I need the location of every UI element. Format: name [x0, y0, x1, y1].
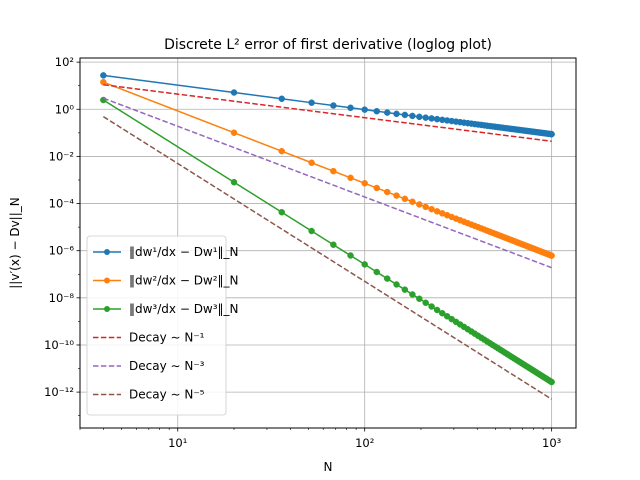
data-point [100, 78, 107, 86]
data-point [373, 184, 380, 192]
data-point [278, 147, 285, 155]
data-point [330, 241, 337, 248]
decay-line-4 [103, 97, 552, 269]
legend-box [86, 235, 227, 416]
chart-title: Discrete L² error of first derivative (l… [164, 37, 492, 53]
data-point [373, 268, 380, 276]
data-point [416, 201, 423, 208]
legend-label: Decay ∼ N⁻⁵ [129, 388, 205, 402]
x-tick-label: 10³ [542, 436, 562, 450]
legend-swatch-marker [104, 277, 110, 284]
data-point [433, 306, 441, 314]
data-point [347, 104, 354, 112]
axis-ticks: 10¹ 10² 10³ 10² 10⁰ 10⁻² 10⁻⁴ 10⁻⁶ 10⁻⁸ 10⁻¹⁰ 10⁻¹… [44, 55, 562, 450]
data-point [308, 227, 315, 235]
data-point [100, 72, 107, 79]
data-point [428, 303, 435, 310]
legend-swatch-marker [104, 249, 110, 255]
data-point [548, 378, 555, 386]
decay-line-3 [103, 83, 552, 143]
y-tick-label: 10⁻² [49, 149, 74, 163]
data-point [361, 261, 368, 268]
y-tick-label: 10² [55, 55, 74, 69]
legend-label: Decay ∼ N⁻¹ [129, 331, 205, 345]
data-point [548, 252, 555, 259]
data-point [100, 96, 107, 104]
data-point [383, 275, 391, 282]
data-point [373, 107, 380, 115]
data-point [401, 111, 409, 119]
data-point [416, 113, 423, 121]
legend-label: ‖dw¹/dx − Dw¹‖_N [129, 245, 239, 259]
data-point [383, 109, 391, 116]
legend-label: ‖dw³/dx − Dw³‖_N [129, 302, 239, 316]
data-point [330, 167, 337, 175]
data-point [347, 252, 354, 259]
data-point [330, 102, 337, 109]
data-point [548, 130, 555, 138]
y-tick-label: 10⁻¹⁰ [44, 338, 74, 352]
data-point [422, 299, 429, 307]
data-point [308, 99, 315, 106]
data-point [428, 205, 435, 213]
data-point [409, 198, 416, 206]
data-point [401, 286, 409, 293]
legend-label: ‖dw²/dx − Dw²‖_N [129, 274, 239, 288]
y-axis-label: ||v′(x) − Dv||_N [8, 197, 22, 288]
data-point [409, 291, 416, 298]
data-point [422, 203, 429, 211]
data-point [393, 281, 400, 288]
data-point [230, 178, 238, 186]
x-tick-label: 10² [355, 436, 374, 450]
data-point [422, 114, 429, 121]
data-point [416, 295, 423, 303]
data-point [361, 180, 368, 187]
y-tick-label: 10⁻⁶ [49, 244, 75, 258]
data-point [383, 188, 391, 196]
y-tick-label: 10⁻⁸ [49, 291, 75, 305]
legend: ‖dw¹/dx − Dw¹‖_N ‖dw²/dx − Dw²‖_N ‖dw³/dx … [86, 235, 239, 416]
data-point [230, 89, 238, 96]
y-tick-label: 10⁰ [55, 102, 75, 116]
data-point [428, 115, 435, 122]
y-tick-label: 10⁻¹² [44, 385, 74, 399]
data-point [361, 106, 368, 113]
data-point [401, 195, 409, 203]
legend-swatch-marker [104, 306, 110, 312]
series-lines [100, 72, 555, 400]
data-point [393, 192, 400, 199]
legend-label: Decay ∼ N⁻³ [129, 359, 205, 373]
data-point [409, 112, 416, 120]
x-tick-label: 10¹ [168, 436, 187, 450]
data-point [230, 129, 238, 136]
plot-frame [79, 57, 577, 429]
data-point [278, 95, 285, 103]
x-axis-label: N [324, 460, 333, 474]
data-point [278, 208, 285, 216]
data-point [439, 309, 446, 317]
data-point [308, 159, 315, 166]
data-point [347, 174, 354, 182]
data-point [393, 110, 400, 118]
data-point [443, 313, 451, 320]
decay-line-5 [102, 115, 553, 400]
y-tick-label: 10⁻⁴ [49, 197, 75, 211]
